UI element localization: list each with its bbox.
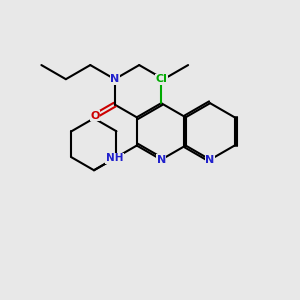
Text: N: N — [157, 155, 166, 165]
Text: N: N — [206, 155, 215, 165]
Text: NH: NH — [106, 153, 124, 163]
Text: O: O — [91, 111, 100, 121]
Text: Cl: Cl — [155, 74, 167, 84]
Text: N: N — [110, 74, 119, 84]
